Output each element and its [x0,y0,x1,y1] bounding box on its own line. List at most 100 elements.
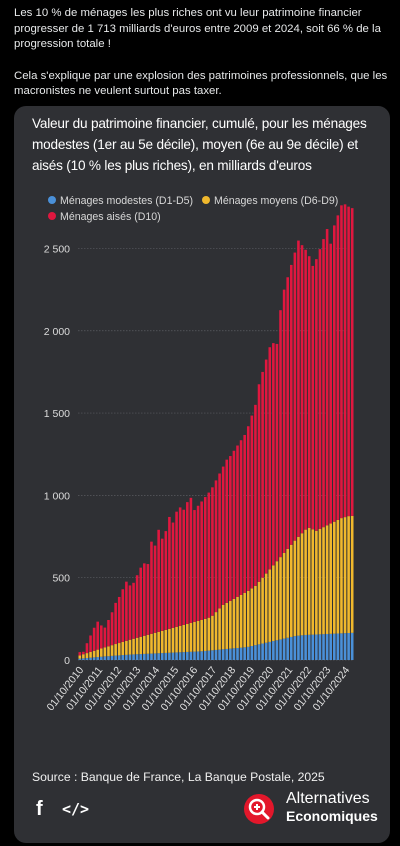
bar-moyens [257,581,261,645]
bar-moyens [304,529,307,635]
bar-modestes [139,654,143,660]
chart-card[interactable]: Valeur du patrimoine financier, cumulé, … [14,106,390,843]
embed-code-icon[interactable]: </> [62,800,90,818]
bar-modestes [264,642,268,660]
bar-modestes [92,657,96,660]
bar-aises [254,404,257,586]
bar-moyens [96,649,99,658]
bar-moyens [297,536,300,636]
bar-modestes [110,655,114,660]
chart-title: Valeur du patrimoine financier, cumulé, … [32,116,367,173]
bar-aises [125,581,128,641]
bar-modestes [117,655,121,660]
bar-moyens [221,604,225,650]
bar-moyens [336,519,340,634]
bar-aises [272,343,275,566]
bar-aises [300,245,304,534]
bar-moyens [343,517,347,634]
bar-moyens [146,634,150,654]
bar-modestes [272,641,275,660]
bar-moyens [268,569,272,642]
bar-modestes [103,656,107,660]
bar-modestes [186,651,189,660]
bar-aises [236,445,239,597]
bar-modestes [304,634,307,660]
bar-aises [246,426,250,591]
bar-aises [139,567,143,637]
y-tick-label: 1 000 [44,490,70,502]
bar-aises [221,466,225,605]
bar-moyens [175,626,178,653]
bar-modestes [279,639,282,660]
bar-moyens [196,620,200,652]
bar-aises [325,229,329,526]
bar-aises [350,208,354,516]
bar-aises [153,545,157,633]
bar-moyens [89,651,92,658]
bar-moyens [189,622,193,652]
facebook-share-icon[interactable]: f [36,798,43,820]
bar-aises [297,240,300,537]
bar-moyens [282,553,286,639]
bar-moyens [214,612,218,650]
bar-aises [110,612,114,646]
bar-aises [340,205,343,519]
bar-modestes [114,655,117,660]
alternatives-economiques-logo[interactable]: Alternatives Economiques [244,790,384,830]
bar-moyens [311,529,315,635]
bar-modestes [246,646,250,660]
bar-modestes [232,648,236,660]
bar-aises [146,564,150,635]
bar-aises [100,625,103,649]
legend-dot-aises [48,212,56,220]
bar-modestes [239,647,243,660]
bar-modestes [307,634,311,660]
bar-aises [225,459,229,603]
y-tick-label: 1 500 [44,408,70,420]
bar-modestes [135,654,139,660]
bar-aises [232,450,236,599]
post-paragraph-1: Les 10 % de ménages les plus riches ont … [14,7,381,50]
bar-moyens [157,631,160,654]
bar-moyens [261,577,264,644]
bar-modestes [333,633,336,660]
bar-moyens [350,515,354,633]
bar-modestes [153,653,157,660]
y-tick-label: 2 000 [44,326,70,338]
bar-moyens [236,596,239,648]
bar-aises [160,538,164,631]
bar-modestes [350,632,354,660]
bar-modestes [254,645,257,660]
bar-aises [261,371,264,578]
y-tick-label: 0 [64,655,70,667]
bar-modestes [89,657,92,660]
bar-modestes [146,653,150,660]
bar-modestes [329,633,332,660]
post-text: Les 10 % de ménages les plus riches ont … [14,6,392,100]
bar-modestes [128,654,132,660]
bar-modestes [297,635,300,660]
bar-aises [329,243,332,524]
bar-moyens [318,528,322,635]
bar-aises [171,522,175,628]
bar-moyens [107,646,110,657]
bar-modestes [189,651,193,660]
bar-aises [85,643,89,654]
bar-moyens [239,594,243,648]
bar-moyens [272,565,275,642]
brand-magnifier-icon [244,794,274,824]
bar-moyens [200,620,203,652]
bar-moyens [153,632,157,654]
legend-item-moyens: Ménages moyens (D6-D9) [202,193,338,209]
bar-modestes [261,643,264,660]
bar-moyens [193,621,196,652]
bar-modestes [221,649,225,660]
bar-moyens [186,623,189,652]
bar-modestes [96,657,99,660]
bar-moyens [325,525,329,634]
bar-modestes [211,650,214,660]
bar-modestes [250,646,254,660]
bar-moyens [121,641,125,656]
bar-moyens [128,639,132,655]
